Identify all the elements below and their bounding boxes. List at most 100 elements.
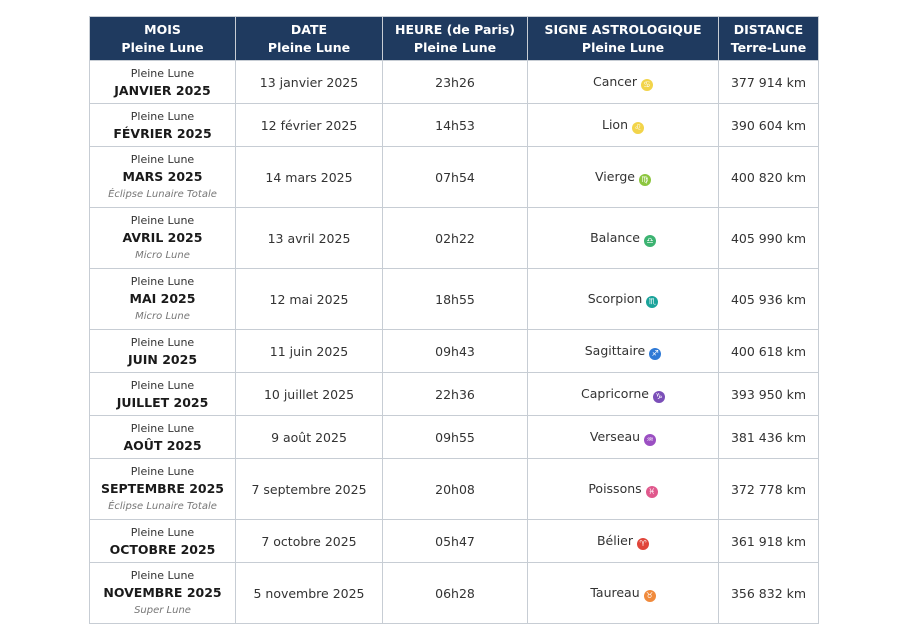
distance-cell: 405 936 km (718, 268, 819, 330)
zodiac-sign-icon: ♒ (644, 433, 657, 446)
distance-cell: 356 832 km (718, 562, 819, 624)
month-cell: Pleine Lune NOVEMBRE 2025 Super Lune (89, 562, 236, 624)
month-note: Éclipse Lunaire Totale (108, 501, 217, 512)
date-cell: 12 février 2025 (235, 103, 383, 147)
header-distance: DISTANCE Terre-Lune (718, 16, 819, 61)
header-time-title: HEURE (de Paris) (394, 21, 516, 37)
sign-cell: Scorpion ♏ (527, 268, 719, 330)
month-name: MAI 2025 (129, 291, 196, 306)
zodiac-sign-icon: ♓ (645, 485, 658, 498)
month-cell: Pleine Lune MAI 2025 Micro Lune (89, 268, 236, 330)
month-label: Pleine Lune (130, 465, 195, 478)
date-cell: 10 juillet 2025 (235, 372, 383, 416)
distance-cell: 393 950 km (718, 372, 819, 416)
month-name: AVRIL 2025 (122, 230, 203, 245)
distance-cell: 405 990 km (718, 207, 819, 269)
month-label: Pleine Lune (130, 378, 195, 392)
month-label: Pleine Lune (130, 421, 195, 435)
table-row: Pleine Lune AOÛT 2025 9 août 2025 09h55 … (89, 415, 819, 459)
distance-cell: 390 604 km (718, 103, 819, 147)
table-row: Pleine Lune JUILLET 2025 10 juillet 2025… (89, 372, 819, 416)
month-name: FÉVRIER 2025 (113, 125, 212, 141)
sign-cell: Poissons ♓ (527, 458, 719, 520)
month-name: JUIN 2025 (127, 351, 198, 367)
month-cell: Pleine Lune AOÛT 2025 (89, 415, 236, 459)
zodiac-sign-icon: ♐ (649, 347, 662, 360)
month-label: Pleine Lune (130, 275, 195, 288)
sign-name: Balance (590, 229, 640, 245)
sign-name: Sagittaire (584, 342, 646, 358)
sign-name: Capricorne (581, 385, 649, 401)
sign-cell: Verseau ♒ (527, 415, 719, 459)
zodiac-sign-icon: ♋ (641, 78, 653, 91)
sign-name: Lion (601, 116, 628, 132)
header-date-title: DATE (290, 21, 328, 37)
table-row: Pleine Lune AVRIL 2025 Micro Lune 13 avr… (89, 207, 819, 269)
header-sign-title: SIGNE ASTROLOGIQUE (544, 21, 702, 37)
month-name: JUILLET 2025 (116, 394, 209, 410)
month-cell: Pleine Lune JUILLET 2025 (89, 372, 236, 416)
full-moon-table: MOIS Pleine Lune DATE Pleine Lune HEURE … (89, 16, 819, 624)
date-cell: 7 octobre 2025 (235, 519, 383, 563)
month-label: Pleine Lune (130, 569, 195, 582)
header-month-title: MOIS (144, 21, 181, 37)
distance-cell: 400 820 km (718, 146, 819, 208)
sign-name: Cancer (592, 73, 637, 89)
table-row: Pleine Lune OCTOBRE 2025 7 octobre 2025 … (89, 519, 819, 563)
time-cell: 23h26 (382, 60, 528, 104)
month-label: Pleine Lune (130, 109, 195, 123)
time-cell: 09h43 (382, 329, 528, 373)
time-cell: 07h54 (382, 146, 528, 208)
header-time-subtitle: Pleine Lune (413, 39, 497, 55)
header-sign: SIGNE ASTROLOGIQUE Pleine Lune (527, 16, 719, 61)
date-cell: 13 avril 2025 (235, 207, 383, 269)
header-sign-subtitle: Pleine Lune (581, 39, 665, 55)
header-month: MOIS Pleine Lune (89, 16, 236, 61)
month-cell: Pleine Lune JANVIER 2025 (89, 60, 236, 104)
month-label: Pleine Lune (130, 66, 195, 80)
sign-name: Bélier (596, 532, 634, 548)
sign-cell: Taureau ♉ (527, 562, 719, 624)
sign-name: Verseau (589, 428, 641, 444)
month-label: Pleine Lune (130, 153, 195, 166)
date-cell: 5 novembre 2025 (235, 562, 383, 624)
header-date-subtitle: Pleine Lune (267, 39, 351, 55)
time-cell: 05h47 (382, 519, 528, 563)
month-note: Éclipse Lunaire Totale (108, 189, 217, 200)
zodiac-sign-icon: ♉ (643, 589, 656, 602)
sign-name: Taureau (590, 584, 640, 600)
month-cell: Pleine Lune AVRIL 2025 Micro Lune (89, 207, 236, 269)
date-cell: 12 mai 2025 (235, 268, 383, 330)
sign-cell: Balance ♎ (527, 207, 719, 269)
zodiac-sign-icon: ♎ (643, 234, 656, 247)
zodiac-sign-icon: ♑ (653, 390, 665, 403)
month-label: Pleine Lune (130, 335, 195, 349)
zodiac-sign-icon: ♏ (646, 295, 659, 308)
sign-cell: Sagittaire ♐ (527, 329, 719, 373)
table-row: Pleine Lune MARS 2025 Éclipse Lunaire To… (89, 146, 819, 208)
month-label: Pleine Lune (130, 525, 195, 539)
month-name: SEPTEMBRE 2025 (100, 481, 225, 496)
month-cell: Pleine Lune SEPTEMBRE 2025 Éclipse Lunai… (89, 458, 236, 520)
month-name: OCTOBRE 2025 (109, 541, 216, 557)
distance-cell: 361 918 km (718, 519, 819, 563)
table-row: Pleine Lune JUIN 2025 11 juin 2025 09h43… (89, 329, 819, 373)
header-date: DATE Pleine Lune (235, 16, 383, 61)
header-time: HEURE (de Paris) Pleine Lune (382, 16, 528, 61)
month-note: Micro Lune (135, 311, 190, 322)
date-cell: 7 septembre 2025 (235, 458, 383, 520)
month-name: NOVEMBRE 2025 (103, 585, 222, 600)
time-cell: 22h36 (382, 372, 528, 416)
table-row: Pleine Lune FÉVRIER 2025 12 février 2025… (89, 103, 819, 147)
date-cell: 14 mars 2025 (235, 146, 383, 208)
zodiac-sign-icon: ♍ (638, 173, 651, 186)
date-cell: 9 août 2025 (235, 415, 383, 459)
date-cell: 13 janvier 2025 (235, 60, 383, 104)
zodiac-sign-icon: ♌ (632, 121, 644, 134)
distance-cell: 377 914 km (718, 60, 819, 104)
table-row: Pleine Lune JANVIER 2025 13 janvier 2025… (89, 60, 819, 104)
month-note: Micro Lune (135, 250, 190, 261)
time-cell: 09h55 (382, 415, 528, 459)
zodiac-sign-icon: ♈ (637, 537, 650, 550)
full-moon-table-container: MOIS Pleine Lune DATE Pleine Lune HEURE … (89, 16, 819, 624)
